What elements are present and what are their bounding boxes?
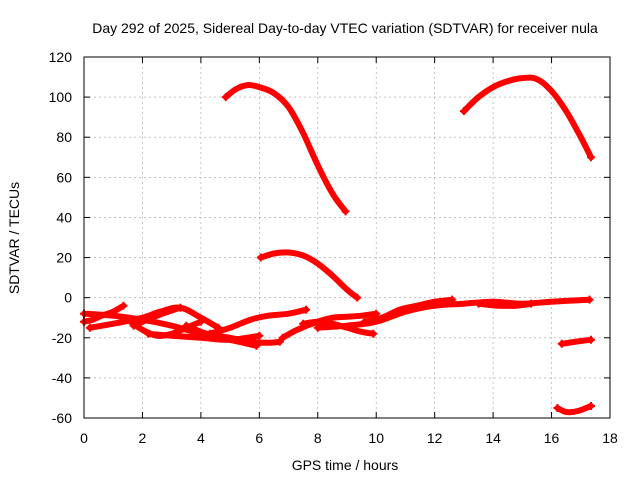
- series-arc-11: [183, 322, 283, 346]
- y-tick-label: 120: [49, 49, 73, 65]
- series-end-marker: [369, 329, 378, 338]
- series-end-marker: [119, 301, 128, 310]
- series-end-marker: [221, 93, 230, 102]
- y-tick-label: 100: [49, 89, 73, 105]
- series-end-marker: [459, 107, 468, 116]
- x-tick-label: 12: [427, 430, 443, 446]
- axis-ticks: [83, 56, 611, 419]
- series-end-marker: [255, 331, 264, 340]
- series-end-marker: [313, 323, 322, 332]
- series-arc-14: [314, 296, 593, 331]
- x-tick-labels: 0 2 4 6 8 10 12 14 16 18: [80, 430, 618, 446]
- series-end-marker: [144, 329, 153, 338]
- series-end-marker: [587, 335, 596, 344]
- series-arc-12: [279, 310, 380, 341]
- series-arc-18: [554, 403, 594, 416]
- series-arc-1: [222, 82, 349, 215]
- series-arc-2: [460, 74, 594, 161]
- y-tick-label: 0: [64, 290, 72, 306]
- series-arc-15: [361, 296, 456, 325]
- series-end-marker: [360, 317, 369, 326]
- x-tick-label: 6: [255, 430, 263, 446]
- x-tick-label: 16: [544, 430, 560, 446]
- y-tick-label: -20: [52, 330, 72, 346]
- series-arc-9: [130, 304, 184, 329]
- series-end-marker: [85, 323, 94, 332]
- x-tick-label: 0: [80, 430, 88, 446]
- grid: [84, 57, 610, 418]
- series-end-marker: [448, 295, 457, 304]
- x-tick-label: 18: [602, 430, 618, 446]
- series-end-marker: [474, 299, 483, 308]
- x-tick-label: 14: [485, 430, 501, 446]
- x-tick-label: 4: [197, 430, 205, 446]
- series-end-marker: [182, 321, 191, 330]
- series-end-marker: [196, 317, 205, 326]
- y-tick-label: 20: [56, 250, 72, 266]
- y-axis-label: SDTVAR / TECUs: [6, 182, 22, 294]
- series-end-marker: [176, 303, 185, 312]
- series-end-marker: [123, 315, 132, 324]
- x-tick-label: 10: [368, 430, 384, 446]
- series-end-marker: [129, 321, 138, 330]
- chart-title: Day 292 of 2025, Sidereal Day-to-day VTE…: [92, 20, 598, 36]
- series-end-marker: [587, 401, 596, 410]
- series-end-marker: [275, 337, 284, 346]
- y-tick-labels: -60 -40 -20 0 20 40 60 80 100 120: [49, 49, 73, 426]
- y-tick-label: -60: [52, 410, 72, 426]
- series-arc-10: [206, 306, 310, 337]
- series-end-marker: [341, 207, 350, 216]
- plot-frame: [83, 56, 611, 419]
- series-end-marker: [256, 253, 265, 262]
- x-tick-label: 8: [314, 430, 322, 446]
- series-end-marker: [557, 339, 566, 348]
- data-series: [80, 74, 596, 416]
- series-end-marker: [553, 403, 562, 412]
- x-tick-label: 2: [139, 430, 147, 446]
- series-end-marker: [299, 319, 308, 328]
- series-end-marker: [585, 295, 594, 304]
- y-tick-label: -40: [52, 370, 72, 386]
- y-tick-label: 40: [56, 209, 72, 225]
- series-end-marker: [278, 333, 287, 342]
- series-end-marker: [302, 305, 311, 314]
- series-end-marker: [353, 293, 362, 302]
- series-end-marker: [527, 299, 536, 308]
- series-arc-3: [257, 249, 361, 301]
- y-tick-label: 60: [56, 169, 72, 185]
- series-arc-17: [558, 336, 594, 347]
- series-end-marker: [587, 153, 596, 162]
- y-tick-label: 80: [56, 129, 72, 145]
- x-axis-label: GPS time / hours: [292, 457, 399, 473]
- series-arc-16: [475, 300, 535, 309]
